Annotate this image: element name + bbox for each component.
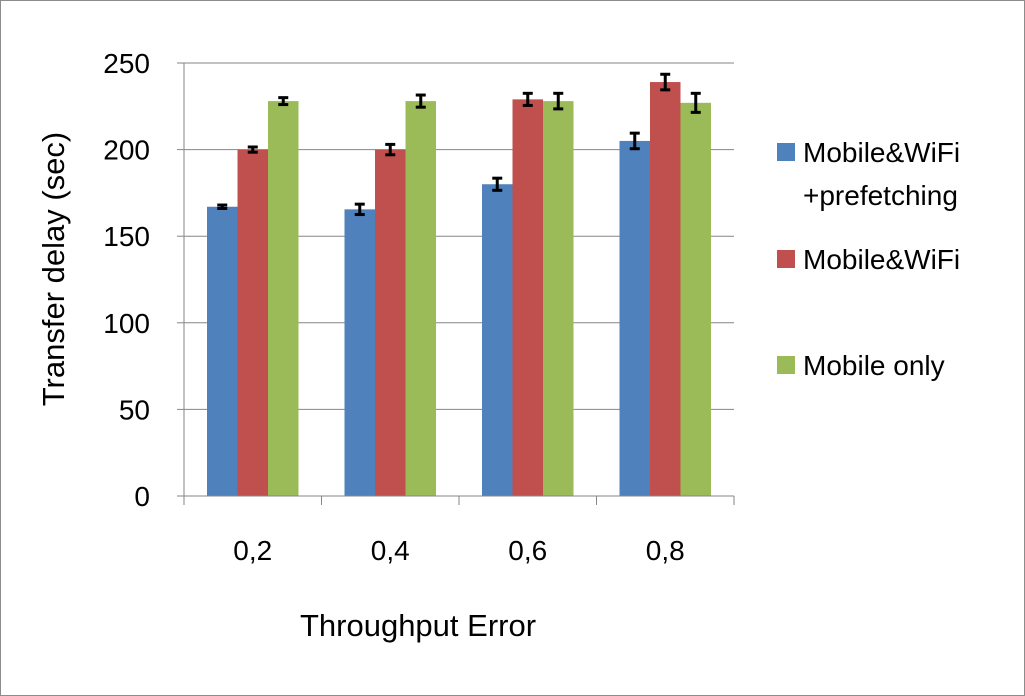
legend-label: Mobile&WiFi bbox=[803, 244, 960, 275]
legend-swatch bbox=[777, 356, 795, 374]
legend-label: +prefetching bbox=[803, 180, 958, 211]
axes bbox=[177, 62, 735, 505]
x-tick-label: 0,2 bbox=[233, 535, 272, 566]
x-tick-labels: 0,2 0,4 0,6 0,8 bbox=[233, 535, 684, 566]
x-tick-label: 0,8 bbox=[646, 535, 685, 566]
legend-item: Mobile&WiFi bbox=[777, 244, 960, 275]
legend-swatch bbox=[777, 250, 795, 268]
bar bbox=[512, 99, 543, 496]
error-bar bbox=[553, 91, 564, 111]
bar bbox=[207, 206, 238, 497]
bar bbox=[650, 82, 681, 496]
error-bar bbox=[354, 202, 365, 217]
x-tick-label: 0,4 bbox=[371, 535, 410, 566]
error-bar bbox=[217, 203, 228, 210]
error-bar bbox=[247, 145, 258, 154]
y-tick-label: 200 bbox=[103, 135, 150, 166]
bar bbox=[405, 101, 436, 496]
y-tick-label: 0 bbox=[134, 481, 150, 512]
error-bar bbox=[660, 72, 671, 92]
y-axis-title: Transfer delay (sec) bbox=[36, 132, 71, 407]
x-tick-label: 0,6 bbox=[508, 535, 547, 566]
y-tick-labels: 0 50 100 150 200 250 bbox=[103, 48, 150, 512]
bar bbox=[375, 149, 406, 496]
bar bbox=[543, 101, 574, 496]
bar bbox=[237, 149, 268, 496]
error-bar bbox=[278, 96, 289, 107]
error-bar bbox=[629, 131, 640, 151]
legend: Mobile&WiFi+prefetchingMobile&WiFiMobile… bbox=[777, 137, 960, 381]
bars bbox=[207, 82, 711, 497]
bar bbox=[344, 209, 375, 496]
error-bars bbox=[217, 72, 701, 217]
error-bar bbox=[385, 142, 396, 157]
bar bbox=[268, 101, 299, 496]
y-tick-label: 150 bbox=[103, 221, 150, 252]
error-bar bbox=[415, 93, 426, 109]
bar bbox=[482, 184, 513, 497]
bar bbox=[619, 140, 650, 496]
legend-label: Mobile only bbox=[803, 350, 945, 381]
y-tick-label: 100 bbox=[103, 308, 150, 339]
error-bar bbox=[690, 91, 701, 114]
legend-item: Mobile&WiFi +prefetching bbox=[777, 137, 960, 211]
legend-swatch bbox=[777, 143, 795, 161]
legend-label: Mobile&WiFi bbox=[803, 137, 960, 168]
x-axis-title: Throughput Error bbox=[300, 608, 536, 643]
legend-item: Mobile only bbox=[777, 350, 945, 381]
bar bbox=[680, 102, 711, 496]
y-tick-label: 250 bbox=[103, 48, 150, 79]
error-bar bbox=[492, 176, 503, 192]
error-bar bbox=[522, 91, 533, 107]
y-tick-label: 50 bbox=[119, 394, 150, 425]
